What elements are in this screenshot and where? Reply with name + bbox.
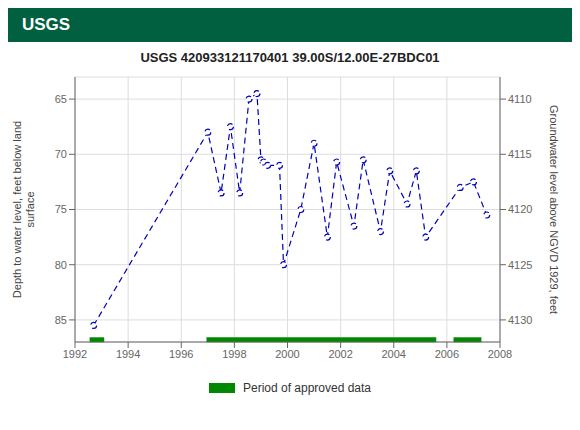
svg-text:2004: 2004 (382, 348, 406, 360)
svg-text:Depth to water level, feet bel: Depth to water level, feet below landsur… (11, 121, 36, 298)
svg-text:2006: 2006 (435, 348, 459, 360)
svg-text:70: 70 (55, 148, 67, 160)
svg-text:2008: 2008 (488, 348, 512, 360)
svg-text:4120: 4120 (508, 203, 532, 215)
svg-text:2002: 2002 (328, 348, 352, 360)
html-text:Period of approved data: Period of approved data (243, 381, 371, 395)
html-text:USGS 420933121170401 39.00S/12: USGS 420933121170401 39.00S/12.00E-27BDC… (140, 50, 440, 65)
svg-text:1998: 1998 (222, 348, 246, 360)
svg-text:80: 80 (55, 259, 67, 271)
svg-text:1992: 1992 (63, 348, 87, 360)
html-text:USGS: USGS (22, 15, 71, 34)
svg-text:65: 65 (55, 93, 67, 105)
svg-text:4125: 4125 (508, 259, 532, 271)
svg-text:1996: 1996 (169, 348, 193, 360)
svg-text:4110: 4110 (508, 93, 532, 105)
svg-text:4130: 4130 (508, 314, 532, 326)
svg-text:Groundwater level above NGVD 1: Groundwater level above NGVD 1929, feet (548, 105, 560, 314)
svg-text:2000: 2000 (275, 348, 299, 360)
svg-text:75: 75 (55, 203, 67, 215)
svg-text:4115: 4115 (508, 148, 532, 160)
svg-text:1994: 1994 (116, 348, 140, 360)
svg-text:85: 85 (55, 314, 67, 326)
